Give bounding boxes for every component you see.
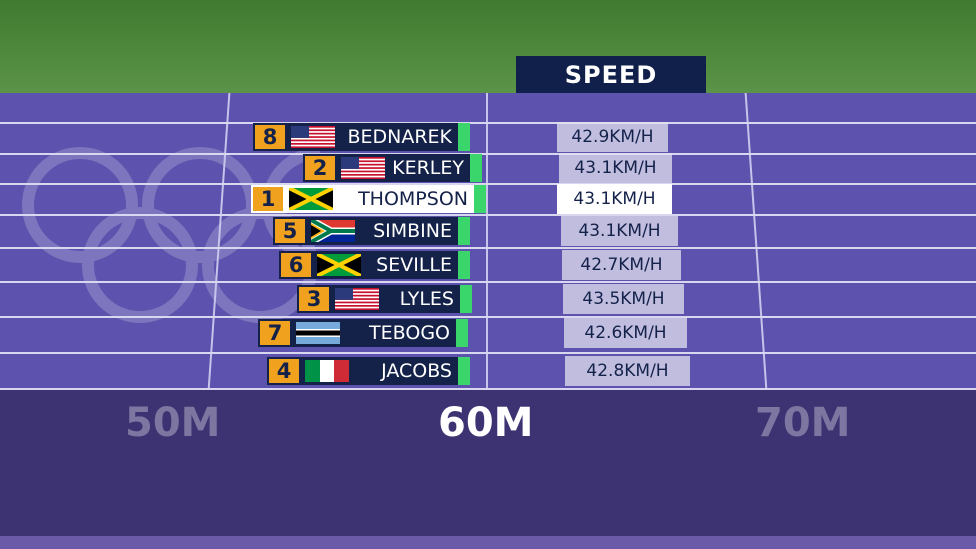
lane-number: 5 bbox=[275, 219, 305, 243]
flag bbox=[305, 360, 349, 382]
athlete-name: TEBOGO bbox=[369, 322, 450, 344]
flag bbox=[291, 126, 335, 148]
lane-line bbox=[0, 352, 976, 354]
distance-marker: 70M bbox=[755, 400, 851, 446]
lane-number: 7 bbox=[260, 321, 290, 345]
speed-value: 42.9KM/H bbox=[557, 122, 668, 152]
lane-number: 6 bbox=[281, 253, 311, 277]
lane-line bbox=[0, 122, 976, 124]
flag bbox=[311, 220, 355, 242]
distance-band bbox=[0, 390, 976, 536]
athlete-name: SEVILLE bbox=[376, 254, 452, 276]
athlete-row: 7 TEBOGO bbox=[258, 319, 468, 347]
athlete-name: JACOBS bbox=[381, 360, 452, 382]
lane-line bbox=[0, 214, 976, 216]
flag bbox=[289, 188, 333, 210]
track bbox=[0, 93, 976, 390]
athlete-row: 4 JACOBS bbox=[267, 357, 470, 385]
lane-number: 4 bbox=[269, 359, 299, 383]
speed-value: 43.1KM/H bbox=[557, 184, 672, 214]
lane-line bbox=[0, 316, 976, 318]
speed-value: 43.1KM/H bbox=[561, 216, 678, 246]
green-marker bbox=[456, 319, 468, 347]
athlete-row: 3 LYLES bbox=[297, 285, 472, 313]
green-marker bbox=[460, 285, 472, 313]
lane-number: 2 bbox=[305, 156, 335, 180]
line-60m bbox=[486, 93, 488, 390]
green-marker bbox=[470, 154, 482, 182]
paris-strip bbox=[0, 536, 976, 549]
green-marker bbox=[458, 217, 470, 245]
speed-value: 42.7KM/H bbox=[562, 250, 681, 280]
athlete-row: 2 KERLEY bbox=[303, 154, 482, 182]
green-marker bbox=[474, 185, 486, 213]
speed-value: 42.8KM/H bbox=[565, 356, 690, 386]
lane-line bbox=[0, 281, 976, 283]
athlete-row: 8 BEDNAREK bbox=[253, 123, 470, 151]
lane-line bbox=[0, 153, 976, 155]
green-marker bbox=[458, 123, 470, 151]
speed-header: SPEED bbox=[516, 56, 706, 93]
speed-value: 43.1KM/H bbox=[559, 153, 672, 183]
distance-marker: 50M bbox=[125, 400, 221, 446]
lane-number: 8 bbox=[255, 125, 285, 149]
athlete-name: THOMPSON bbox=[358, 188, 468, 210]
lane-line bbox=[0, 247, 976, 249]
flag bbox=[296, 322, 340, 344]
distance-marker: 60M bbox=[438, 400, 534, 446]
athlete-name: KERLEY bbox=[392, 157, 464, 179]
athlete-row: 6 SEVILLE bbox=[279, 251, 470, 279]
athlete-name: SIMBINE bbox=[373, 220, 452, 242]
green-marker bbox=[458, 251, 470, 279]
speed-value: 42.6KM/H bbox=[564, 318, 687, 348]
athlete-name: LYLES bbox=[399, 288, 454, 310]
lane-line bbox=[0, 388, 976, 390]
flag bbox=[317, 254, 361, 276]
athlete-name: BEDNAREK bbox=[347, 126, 452, 148]
flag bbox=[341, 157, 385, 179]
speed-value: 43.5KM/H bbox=[563, 284, 684, 314]
athlete-row: 1 THOMPSON bbox=[251, 185, 486, 213]
lane-number: 1 bbox=[253, 187, 283, 211]
lane-number: 3 bbox=[299, 287, 329, 311]
lane-line bbox=[0, 183, 976, 185]
flag bbox=[335, 288, 379, 310]
athlete-row: 5 SIMBINE bbox=[273, 217, 470, 245]
green-marker bbox=[458, 357, 470, 385]
grass bbox=[0, 0, 976, 93]
